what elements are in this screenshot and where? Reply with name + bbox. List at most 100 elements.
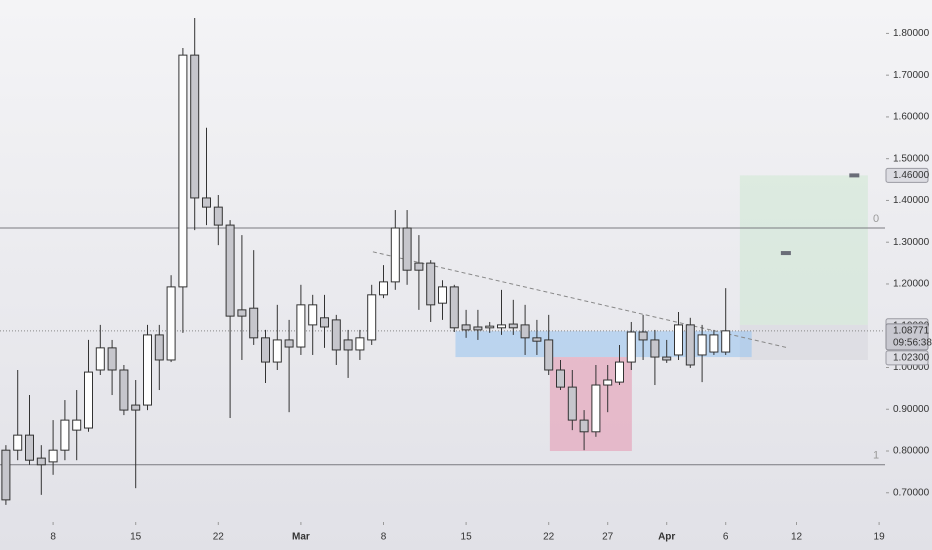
candle-body xyxy=(650,339,660,358)
zone xyxy=(455,331,752,358)
candle-body xyxy=(567,386,577,421)
candle-body xyxy=(272,339,282,363)
marker xyxy=(780,251,791,256)
candle-body xyxy=(343,339,353,351)
candle-body xyxy=(626,331,636,363)
candle-body xyxy=(107,347,117,371)
candle-body xyxy=(438,286,447,304)
candle-body xyxy=(119,369,129,411)
x-tick-label: 27 xyxy=(602,532,614,543)
candle-body xyxy=(544,339,554,371)
y-tick-label: 1.00000 xyxy=(893,362,930,373)
candle-body xyxy=(615,361,624,383)
candle-body xyxy=(638,331,648,341)
x-tick-label: 8 xyxy=(381,532,387,543)
candle-body xyxy=(84,371,93,429)
candle-body xyxy=(402,227,412,271)
candle-body xyxy=(520,324,530,339)
candle-body xyxy=(508,323,518,329)
candle-body xyxy=(166,286,176,361)
x-tick-label: 15 xyxy=(461,532,473,543)
candle-body xyxy=(473,326,483,331)
level-label: 1 xyxy=(873,450,879,462)
y-tick-label: 0.70000 xyxy=(893,487,930,498)
x-tick-label: 15 xyxy=(130,532,142,543)
candle-body xyxy=(237,309,247,317)
candle-body xyxy=(379,281,388,296)
candle-body xyxy=(1,449,11,501)
candle-body xyxy=(449,286,459,329)
zone xyxy=(739,175,868,325)
candle-body xyxy=(390,227,400,283)
price-label-box xyxy=(885,350,929,366)
candle-body xyxy=(685,324,695,366)
x-tick-label: 6 xyxy=(723,532,729,543)
candle-body xyxy=(95,347,105,371)
countdown-label: 09:56:38 xyxy=(893,338,932,349)
y-tick-label: 0.90000 xyxy=(893,404,930,415)
price-label-box xyxy=(885,167,929,183)
candle-body xyxy=(13,434,23,451)
candle-body xyxy=(131,404,141,411)
candle-body xyxy=(178,54,188,288)
candle-body xyxy=(603,379,613,386)
candle-body xyxy=(414,262,424,271)
candle-body xyxy=(190,54,200,199)
candle-body xyxy=(143,334,152,406)
candle-body xyxy=(591,384,601,433)
candle-body xyxy=(461,324,471,331)
y-tick-label: 1.70000 xyxy=(893,70,930,81)
candle-body xyxy=(320,317,329,328)
candle-body xyxy=(532,337,542,342)
y-tick-label: 1.30000 xyxy=(893,237,930,248)
y-tick-label: 1.60000 xyxy=(893,112,930,123)
price-label: 1.46000 xyxy=(893,170,930,181)
candle-body xyxy=(72,419,82,431)
last-price-box xyxy=(885,323,929,351)
x-tick-label: 22 xyxy=(543,532,555,543)
candle-body xyxy=(36,457,46,466)
candle-body xyxy=(662,356,672,361)
candle-body xyxy=(225,224,235,317)
x-tick-label: Mar xyxy=(292,532,310,543)
candle-body xyxy=(426,262,436,306)
marker xyxy=(849,173,860,178)
candle-body xyxy=(249,307,259,339)
y-tick-label: 1.50000 xyxy=(893,153,930,164)
candle-body xyxy=(367,294,377,341)
candle-body xyxy=(721,330,731,353)
y-tick-label: 1.40000 xyxy=(893,195,930,206)
candle-body xyxy=(355,337,365,351)
candle-body xyxy=(579,419,589,433)
candle-body xyxy=(674,324,683,356)
candle-body xyxy=(261,337,270,363)
x-tick-label: Apr xyxy=(658,532,675,543)
zone xyxy=(739,324,868,360)
last-price-label: 1.08771 xyxy=(893,326,930,337)
x-tick-label: 22 xyxy=(213,532,225,543)
candle-body xyxy=(60,419,70,451)
x-tick-label: 8 xyxy=(50,532,56,543)
y-tick-label: 1.80000 xyxy=(893,28,930,39)
trendline xyxy=(372,251,789,349)
candle-body xyxy=(154,334,164,361)
x-tick-label: 19 xyxy=(874,532,886,543)
candle-body xyxy=(331,319,341,351)
candle-body xyxy=(709,334,719,353)
y-tick-label: 1.20000 xyxy=(893,279,930,290)
candle-body xyxy=(308,304,318,326)
candle-body xyxy=(213,206,223,226)
candle-body xyxy=(697,334,707,356)
candle-body xyxy=(556,369,565,388)
candle-body xyxy=(48,449,58,463)
candle-body xyxy=(284,339,294,348)
candle-body xyxy=(202,197,211,208)
candle-body xyxy=(296,304,306,348)
y-tick-label: 0.80000 xyxy=(893,446,930,457)
price-label: 1.02300 xyxy=(893,353,930,364)
candle-body xyxy=(485,325,495,329)
candle-body xyxy=(25,434,34,461)
level-label: 0 xyxy=(873,213,879,225)
